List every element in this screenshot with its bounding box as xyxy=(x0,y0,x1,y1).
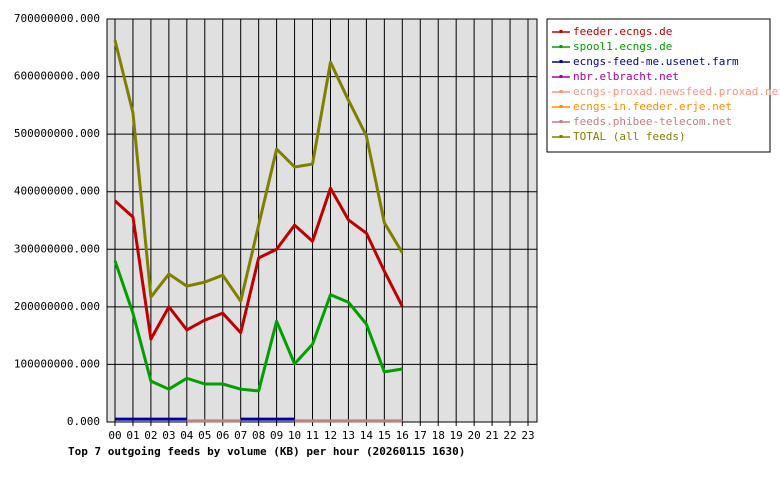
legend-label: nbr.elbracht.net xyxy=(573,70,679,83)
legend-marker xyxy=(559,30,563,33)
x-tick-label: 02 xyxy=(144,429,157,442)
legend-label: ecngs-in.feeder.erje.net xyxy=(573,100,732,113)
legend-marker xyxy=(559,45,563,48)
x-tick-label: 12 xyxy=(324,429,337,442)
x-tick-label: 07 xyxy=(234,429,247,442)
plot-area xyxy=(106,18,538,423)
chart-title: Top 7 outgoing feeds by volume (KB) per … xyxy=(68,445,465,458)
y-tick-label: 600000000.000 xyxy=(14,70,100,83)
x-tick-label: 21 xyxy=(485,429,498,442)
x-tick-label: 20 xyxy=(468,429,481,442)
y-tick-label: 100000000.000 xyxy=(14,357,100,370)
y-tick-label: 300000000.000 xyxy=(14,242,100,255)
series-line xyxy=(113,39,404,303)
series-line xyxy=(113,186,404,341)
x-tick-label: 23 xyxy=(521,429,534,442)
y-tick-label: 700000000.000 xyxy=(14,12,100,25)
x-tick-label: 04 xyxy=(180,429,194,442)
legend-label: feeds.phibee-telecom.net xyxy=(573,115,732,128)
legend-marker xyxy=(559,120,563,123)
legend-label: ecngs-proxad.newsfeed.proxad.net xyxy=(573,85,780,98)
legend-label: TOTAL (all feeds) xyxy=(573,130,686,143)
x-tick-label: 15 xyxy=(378,429,391,442)
x-tick-label: 05 xyxy=(198,429,211,442)
legend-marker xyxy=(559,60,563,63)
x-tick-label: 10 xyxy=(288,429,301,442)
legend-marker xyxy=(559,90,563,93)
x-tick-label: 11 xyxy=(306,429,319,442)
x-tick-label: 17 xyxy=(414,429,427,442)
y-tick-label: 0.000 xyxy=(67,415,100,428)
x-tick-label: 08 xyxy=(252,429,265,442)
legend-label: spool1.ecngs.de xyxy=(573,40,672,53)
y-tick-label: 200000000.000 xyxy=(14,300,100,313)
x-tick-label: 00 xyxy=(108,429,121,442)
series-line xyxy=(113,260,403,393)
x-tick-label: 16 xyxy=(396,429,409,442)
x-tick-label: 01 xyxy=(126,429,139,442)
y-tick-label: 400000000.000 xyxy=(14,185,100,198)
y-tick-label: 500000000.000 xyxy=(14,127,100,140)
x-tick-label: 18 xyxy=(432,429,445,442)
legend-marker xyxy=(559,75,563,78)
legend-box xyxy=(546,18,771,153)
legend-marker xyxy=(559,105,563,108)
x-tick-label: 19 xyxy=(450,429,463,442)
legend-label: feeder.ecngs.de xyxy=(573,25,672,38)
x-tick-label: 13 xyxy=(342,429,355,442)
legend-label: ecngs-feed-me.usenet.farm xyxy=(573,55,739,68)
x-tick-label: 03 xyxy=(162,429,175,442)
legend-marker xyxy=(559,135,563,138)
x-tick-label: 09 xyxy=(270,429,283,442)
x-tick-label: 06 xyxy=(216,429,229,442)
x-tick-label: 22 xyxy=(503,429,516,442)
x-tick-label: 14 xyxy=(360,429,374,442)
